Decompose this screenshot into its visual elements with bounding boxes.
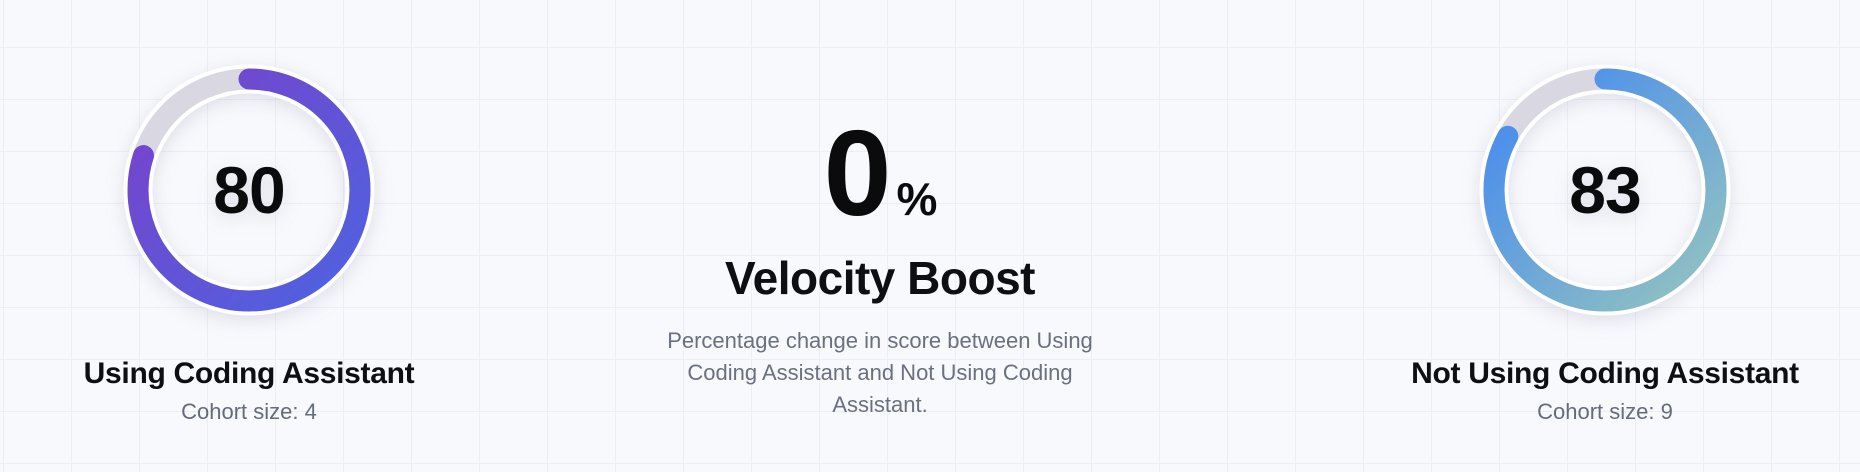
gauge-score-value: 83 xyxy=(1569,153,1641,227)
boost-title: Velocity Boost xyxy=(725,252,1035,304)
gauge-label: Using Coding Assistant xyxy=(83,357,415,390)
boost-value: 0 xyxy=(823,105,892,241)
gauge-progress-arc xyxy=(1483,68,1727,312)
gauge-section-not-using-assistant: 83 Not Using Coding Assistant Cohort siz… xyxy=(1325,62,1860,425)
gauge-label: Not Using Coding Assistant xyxy=(1411,357,1799,390)
gauge-svg xyxy=(1479,64,1731,316)
velocity-boost-section: 0 % Velocity Boost Percentage change in … xyxy=(570,112,1190,421)
gauge-score-value: 80 xyxy=(213,153,285,227)
score-gauge-ring: 83 xyxy=(1477,62,1733,318)
boost-value-row: 0 % xyxy=(570,112,1190,234)
score-gauge-ring: 80 xyxy=(121,62,377,318)
gauge-section-using-assistant: 80 Using Coding Assistant Cohort size: 4 xyxy=(0,62,529,425)
boost-percent-sign: % xyxy=(896,173,937,225)
boost-description: Percentage change in score between Using… xyxy=(667,327,1093,417)
cohort-size-text: Cohort size: 9 xyxy=(1537,399,1673,424)
gauge-progress-arc xyxy=(127,68,371,312)
cohort-size-text: Cohort size: 4 xyxy=(181,399,317,424)
gauge-svg xyxy=(123,64,375,316)
